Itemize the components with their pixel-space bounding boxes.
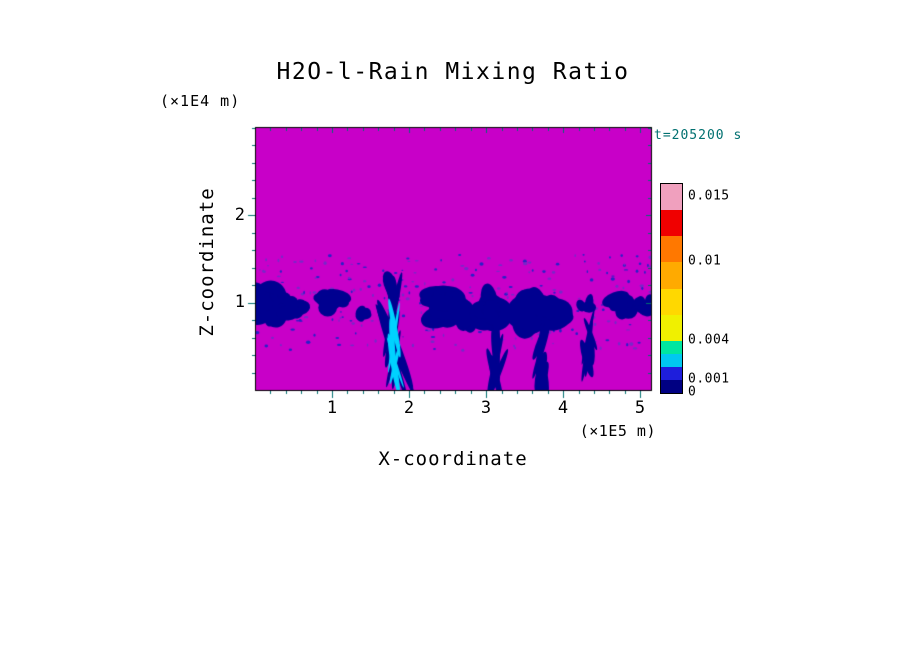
colorbar-labels: 0.015 0.01 0.004 0.001 0 bbox=[688, 183, 758, 400]
x-tick-label-2: 2 bbox=[403, 398, 415, 418]
colorbar-segment bbox=[661, 288, 682, 315]
z-axis-unit-label: (×1E4 m) bbox=[160, 92, 241, 110]
colorbar-segment bbox=[661, 210, 682, 237]
colorbar-label-0: 0 bbox=[688, 384, 697, 400]
x-tick-label-5: 5 bbox=[634, 398, 646, 418]
colorbar-label-0004: 0.004 bbox=[688, 332, 730, 348]
timestamp-label: t=205200 s bbox=[654, 128, 743, 143]
colorbar-segment bbox=[661, 236, 682, 263]
x-tick-label-3: 3 bbox=[480, 398, 492, 418]
colorbar-segment bbox=[661, 262, 682, 289]
x-tick-label-1: 1 bbox=[326, 398, 338, 418]
z-tick-label-2: 2 bbox=[234, 205, 245, 225]
x-axis-title: X-coordinate bbox=[378, 448, 528, 470]
colorbar-segment bbox=[661, 366, 682, 380]
colorbar bbox=[660, 183, 683, 394]
colorbar-segment bbox=[661, 379, 682, 393]
chart-title: H2O-l-Rain Mixing Ratio bbox=[276, 59, 630, 85]
colorbar-segment bbox=[661, 314, 682, 341]
x-tick-label-4: 4 bbox=[557, 398, 569, 418]
colorbar-segment bbox=[661, 184, 682, 211]
z-tick-label-1: 1 bbox=[234, 292, 245, 312]
colorbar-segment bbox=[661, 340, 682, 354]
heatmap-canvas bbox=[245, 117, 661, 400]
x-axis-unit-label: (×1E5 m) bbox=[579, 422, 656, 440]
colorbar-label-001: 0.01 bbox=[688, 253, 722, 269]
z-axis-title: Z-coordinate bbox=[196, 187, 218, 337]
colorbar-label-0015: 0.015 bbox=[688, 188, 730, 204]
colorbar-label-0001: 0.001 bbox=[688, 371, 730, 387]
colorbar-segment bbox=[661, 353, 682, 367]
